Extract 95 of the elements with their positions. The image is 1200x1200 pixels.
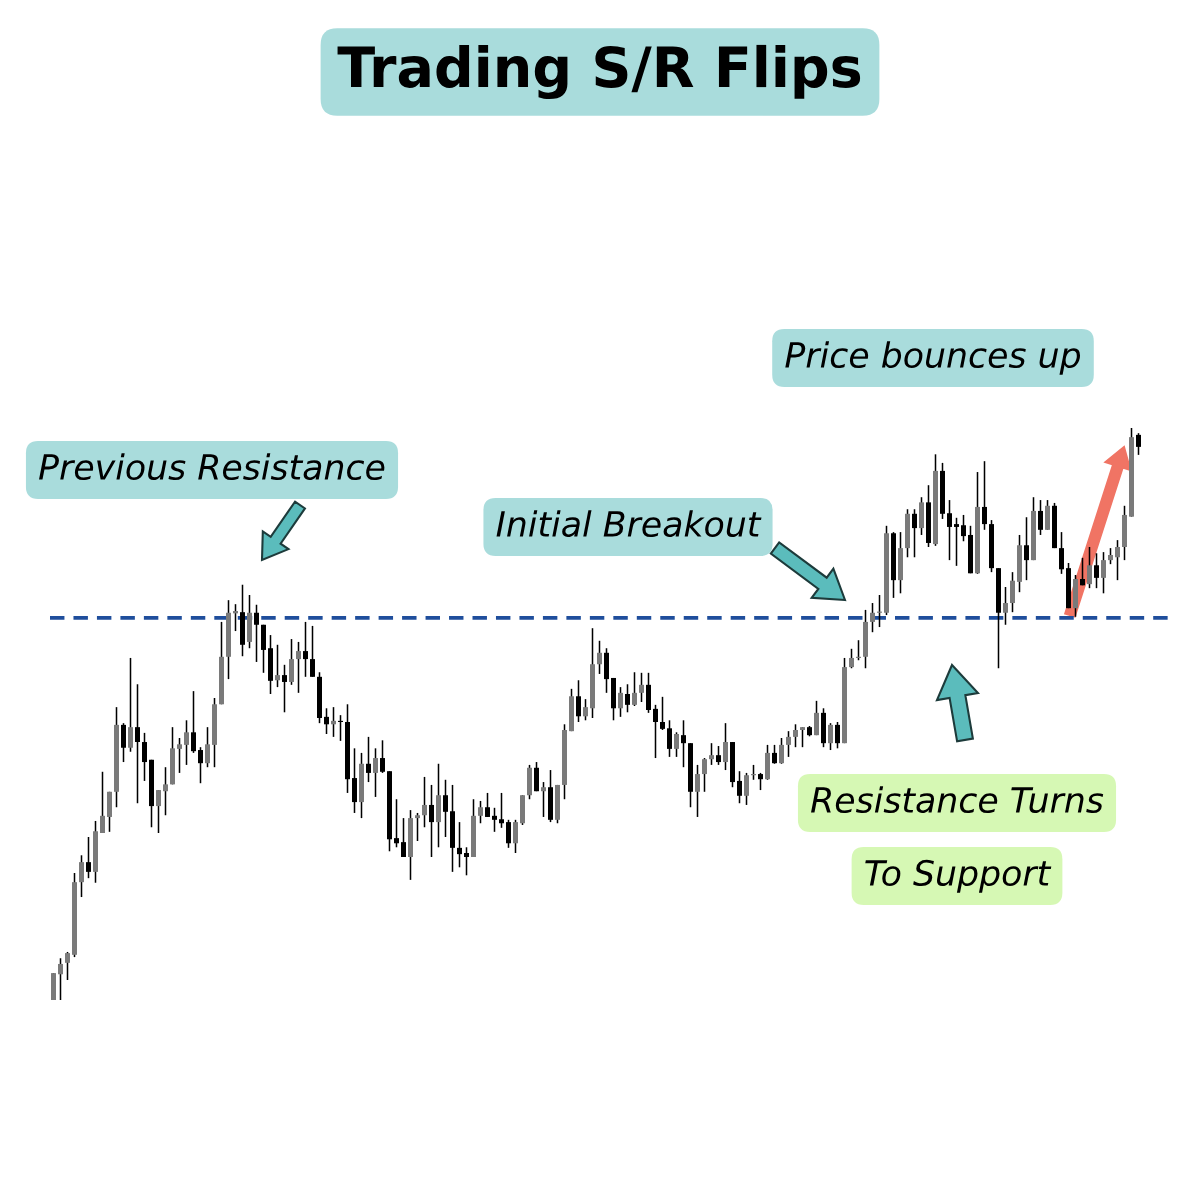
candlestick — [653, 704, 658, 759]
annotation: To Support — [865, 859, 1052, 893]
candlestick — [870, 602, 875, 633]
candlestick — [737, 770, 742, 804]
candlestick — [1038, 499, 1043, 536]
candlestick — [457, 821, 462, 869]
candlestick — [618, 686, 623, 718]
candlestick — [156, 789, 161, 834]
candlestick — [198, 746, 203, 784]
candlestick — [793, 723, 798, 748]
candlestick — [296, 641, 301, 694]
candlestick — [534, 761, 539, 792]
candlestick — [303, 621, 308, 678]
candlestick — [86, 836, 91, 879]
candlestick — [583, 698, 588, 722]
annotation: Resistance Turns — [811, 786, 1104, 814]
candlestick — [835, 721, 840, 750]
candlestick — [779, 737, 784, 765]
candlestick — [58, 957, 63, 1001]
candlestick — [632, 671, 637, 707]
candlestick — [597, 640, 602, 675]
candlestick — [443, 779, 448, 838]
annotation: Initial Breakout — [496, 510, 762, 538]
candlestick — [1094, 552, 1099, 589]
candlestick — [254, 603, 259, 663]
candlestick — [1101, 551, 1106, 595]
candlestick — [366, 736, 371, 783]
candlestick — [723, 722, 728, 771]
chart-title: Trading S/R Flips — [337, 44, 861, 100]
candlestick — [373, 747, 378, 798]
candlestick — [499, 792, 504, 829]
candlestick — [954, 517, 959, 567]
candlestick — [184, 719, 189, 766]
candlestick — [177, 737, 182, 774]
candlestick — [275, 644, 280, 688]
candlestick — [828, 722, 833, 751]
candlestick — [772, 744, 777, 765]
candlestick — [163, 766, 168, 817]
annotation: Previous Resistance — [39, 453, 385, 481]
candlestick — [639, 672, 644, 703]
candlestick — [401, 817, 406, 858]
candlestick — [79, 854, 84, 898]
candlestick — [1080, 557, 1085, 587]
candlestick — [1087, 546, 1092, 589]
candlestick — [1003, 586, 1008, 626]
candlestick — [282, 664, 287, 714]
candlestick — [674, 731, 679, 758]
candlestick — [142, 732, 147, 782]
candlestick — [576, 679, 581, 723]
candlestick — [380, 739, 385, 774]
candlestick — [912, 508, 917, 559]
candlestick — [786, 730, 791, 758]
candlestick — [415, 812, 420, 842]
candlestick — [135, 683, 140, 804]
candlestick — [709, 742, 714, 766]
candlestick — [233, 603, 238, 632]
candlestick — [681, 719, 686, 768]
candlestick — [478, 800, 483, 825]
candlestick — [191, 690, 196, 754]
candlestick — [702, 757, 707, 793]
candlestick — [1059, 531, 1064, 575]
candlestick — [961, 514, 966, 543]
candlestick — [394, 798, 399, 849]
candlestick — [625, 683, 630, 714]
candlestick — [513, 819, 518, 854]
candlestick — [422, 776, 427, 829]
candlestick — [849, 648, 854, 670]
candlestick — [667, 719, 672, 758]
candlestick — [100, 771, 105, 834]
candlestick — [660, 696, 665, 731]
candlestick — [814, 700, 819, 736]
candlestick — [205, 726, 210, 768]
candlestick — [541, 781, 546, 818]
candlestick — [800, 726, 805, 748]
candlestick — [744, 772, 749, 806]
candlestick — [429, 784, 434, 858]
candlestick — [324, 707, 329, 735]
candlestick — [982, 460, 987, 531]
candlestick — [121, 722, 126, 763]
candlestick — [947, 499, 952, 561]
candlestick — [485, 792, 490, 818]
candlestick — [289, 638, 294, 686]
candlestick — [1115, 539, 1120, 581]
candlestick — [1024, 516, 1029, 581]
candlestick — [1136, 432, 1141, 456]
candlestick — [695, 764, 700, 818]
candlestick — [310, 625, 315, 678]
candlestick — [128, 657, 133, 753]
text: Price bounces up — [785, 341, 1081, 375]
candlestick — [65, 951, 70, 981]
candlestick — [492, 807, 497, 833]
candlestick — [464, 846, 469, 877]
candlestick — [1010, 571, 1015, 613]
candlestick — [506, 819, 511, 849]
candlestick — [716, 745, 721, 766]
